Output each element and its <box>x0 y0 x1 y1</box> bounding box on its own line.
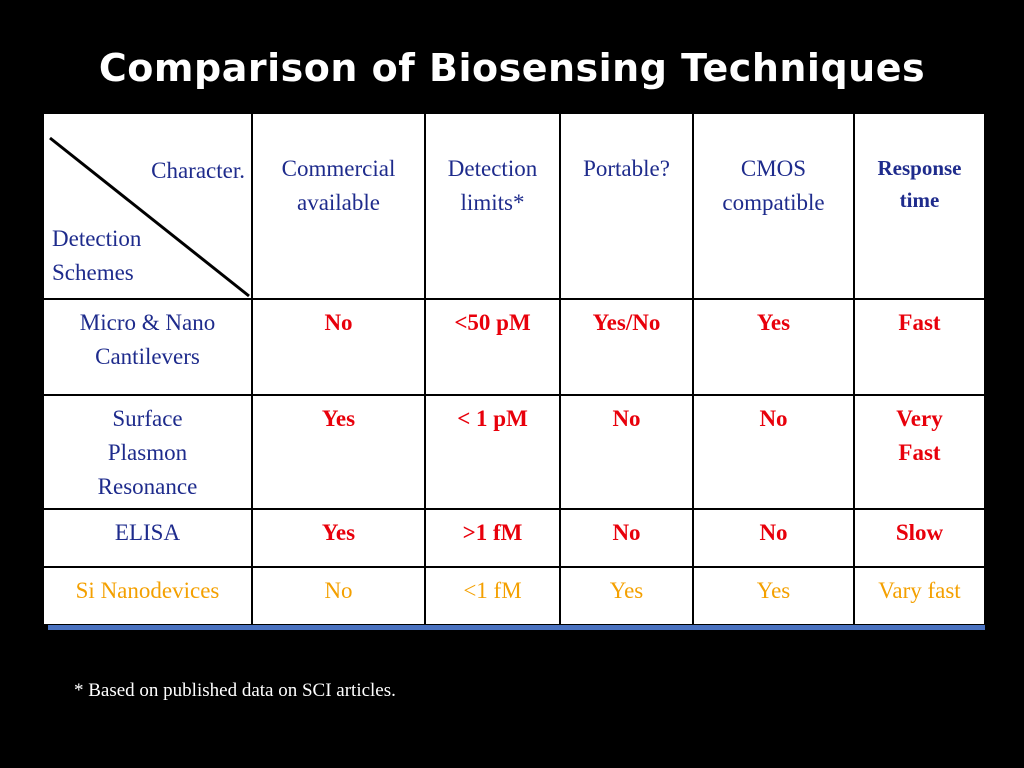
header-text-line1: Response <box>877 156 962 180</box>
header-detection-limits: Detection limits* <box>424 112 561 300</box>
header-text-line2: available <box>296 190 380 215</box>
header-response-time: Response time <box>853 112 986 300</box>
row-label-line: Micro & Nano <box>79 310 216 335</box>
table-row: ELISA Yes >1 fM No No Slow <box>42 508 986 568</box>
detection-schemes-label: Detection Schemes <box>52 222 141 290</box>
header-text-line1: Detection <box>447 156 538 181</box>
table-cell: Yes/No <box>559 298 694 396</box>
row-label-line: ELISA <box>114 520 181 545</box>
footnote: * Based on published data on SCI article… <box>74 680 396 701</box>
row-label-line: Surface <box>112 406 183 431</box>
detection-schemes-line1: Detection <box>52 226 142 251</box>
table-cell: No <box>559 508 694 568</box>
header-text-line2: time <box>899 188 940 212</box>
header-text-line1: Portable? <box>583 156 670 181</box>
table-cell: No <box>251 298 426 396</box>
header-portable: Portable? <box>559 112 694 300</box>
table-cell: Yes <box>692 566 855 626</box>
table-cell: No <box>692 508 855 568</box>
table-bottom-border <box>48 625 985 630</box>
table-cell: No <box>251 566 426 626</box>
table-row: Si Nanodevices No <1 fM Yes Yes Vary fas… <box>42 566 986 626</box>
row-label-line: Plasmon <box>107 440 188 465</box>
header-cmos-compatible: CMOS compatible <box>692 112 855 300</box>
table-cell: Slow <box>853 508 986 568</box>
table-cell: Fast <box>853 298 986 396</box>
corner-header-cell: Character. Detection Schemes <box>42 112 253 300</box>
header-commercial-available: Commercial available <box>251 112 426 300</box>
row-label-elisa: ELISA <box>42 508 253 568</box>
table-cell: Vary fast <box>853 566 986 626</box>
table-cell: No <box>692 394 855 510</box>
table-cell: Yes <box>692 298 855 396</box>
table-cell: >1 fM <box>424 508 561 568</box>
table-cell: Yes <box>559 566 694 626</box>
detection-schemes-line2: Schemes <box>52 260 134 285</box>
slide-title: Comparison of Biosensing Techniques <box>98 46 926 90</box>
row-label-line: Resonance <box>97 474 198 499</box>
table-cell: <1 fM <box>424 566 561 626</box>
header-text-line2: compatible <box>722 190 825 215</box>
table-row: Micro & Nano Cantilevers No <50 pM Yes/N… <box>42 298 986 396</box>
header-text-line2: limits* <box>460 190 525 215</box>
header-text-line1: Commercial <box>281 156 396 181</box>
header-row: Character. Detection Schemes Commercial … <box>42 112 986 300</box>
header-text-line1: CMOS <box>740 156 807 181</box>
character-label: Character. <box>151 158 245 183</box>
table-cell: < 1 pM <box>424 394 561 510</box>
comparison-table: Character. Detection Schemes Commercial … <box>42 112 986 626</box>
table-cell: <50 pM <box>424 298 561 396</box>
row-label-si-nanodevices: Si Nanodevices <box>42 566 253 626</box>
table-cell: No <box>559 394 694 510</box>
row-label-line: Si Nanodevices <box>75 578 220 603</box>
table-cell: Yes <box>251 394 426 510</box>
row-label-line: Cantilevers <box>95 344 200 369</box>
comparison-table-container: Character. Detection Schemes Commercial … <box>42 112 986 626</box>
row-label-spr: Surface Plasmon Resonance <box>42 394 253 510</box>
row-label-cantilevers: Micro & Nano Cantilevers <box>42 298 253 396</box>
table-cell: Yes <box>251 508 426 568</box>
table-cell: Very Fast <box>853 394 986 510</box>
diagonal-divider-line <box>49 136 250 298</box>
table-row: Surface Plasmon Resonance Yes < 1 pM No … <box>42 394 986 510</box>
